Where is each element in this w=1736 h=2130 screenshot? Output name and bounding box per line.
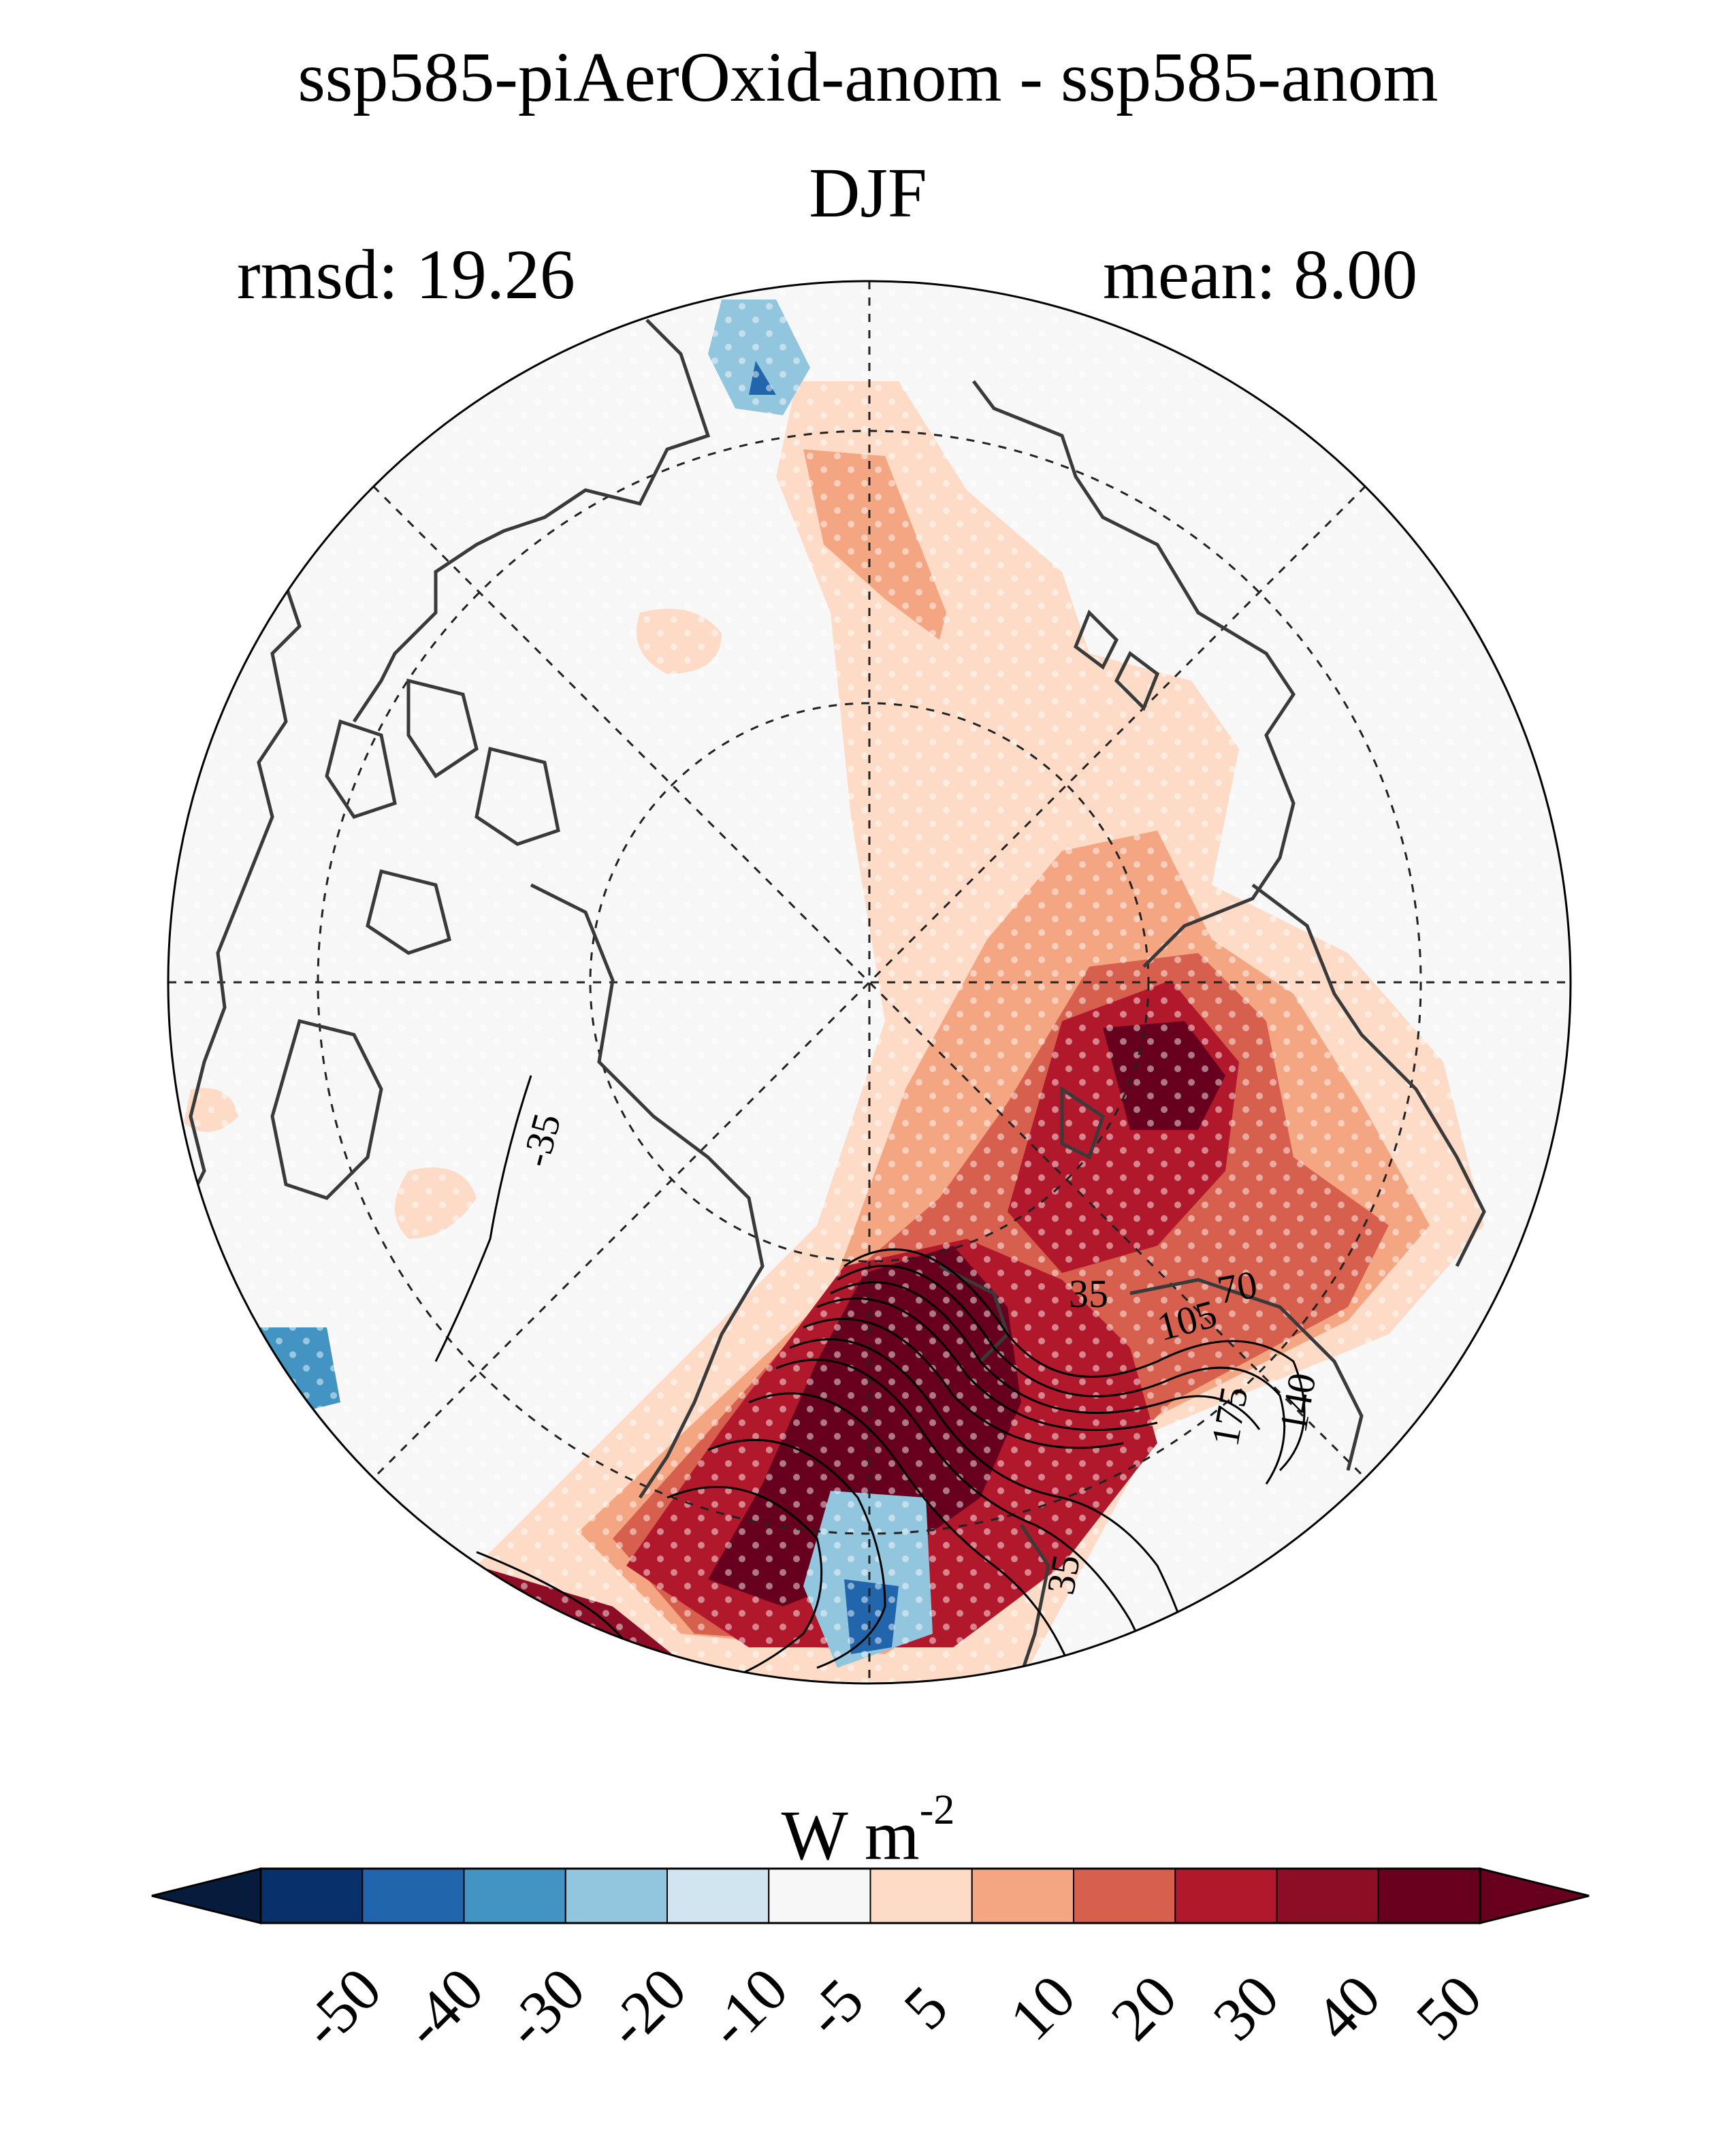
colorbar-over-arrow <box>1479 1867 1590 1924</box>
colorbar-tick-label: -40 <box>390 1955 496 2061</box>
colorbar-tick-label: 10 <box>997 1962 1089 2054</box>
contour-label: 175 <box>1202 1383 1256 1449</box>
contour-label: 35 <box>1069 1272 1108 1316</box>
colorbar-tick-label: 40 <box>1302 1962 1394 2054</box>
colorbar-tick-label: -20 <box>594 1955 700 2061</box>
map-title: ssp585-piAerOxid-anom - ssp585-anom <box>298 38 1438 116</box>
colorbar-tick-label: -50 <box>289 1955 395 2061</box>
colorbar-tick-label: 30 <box>1200 1962 1291 2054</box>
polar-map: -35 35 70 105 140 175 35 <box>167 280 1572 1685</box>
colorbar-cell <box>463 1868 566 1924</box>
contour-label: 35 <box>1038 1551 1089 1598</box>
colorbar-units: W m-2 <box>0 1789 1736 1871</box>
colorbar-cell <box>260 1868 364 1924</box>
colorbar-tick-label: -30 <box>492 1955 598 2061</box>
colorbar-cell <box>971 1868 1074 1924</box>
colorbar-cell <box>869 1868 973 1924</box>
units-base: W m <box>781 1796 920 1875</box>
rmsd-label: rmsd: 19.26 <box>237 236 575 314</box>
colorbar-cell <box>1377 1868 1481 1924</box>
colorbar-cell <box>1276 1868 1379 1924</box>
contour-label: 140 <box>1270 1370 1324 1436</box>
colorbar-cell <box>564 1868 668 1924</box>
map-field <box>168 281 1571 1683</box>
colorbar-tick-label: -5 <box>792 1966 877 2050</box>
colorbar-frame <box>259 1867 1481 1924</box>
colorbar-cell <box>361 1868 465 1924</box>
map-boundary <box>167 280 1572 1685</box>
mean-label: mean: 8.00 <box>1103 236 1418 314</box>
colorbar-cell <box>1174 1868 1278 1924</box>
colorbar-cell <box>768 1868 871 1924</box>
colorbar-tick-label: 5 <box>890 1973 961 2043</box>
colorbar-cell <box>1073 1868 1176 1924</box>
colorbar-tick-label: 50 <box>1403 1962 1495 2054</box>
units-exponent: -2 <box>919 1787 955 1833</box>
colorbar <box>151 1867 1590 1924</box>
contour-label: 70 <box>1214 1262 1260 1312</box>
season-label: DJF <box>809 154 927 232</box>
colorbar-tick-label: 20 <box>1099 1962 1190 2054</box>
colorbar-under-arrow <box>151 1867 262 1924</box>
colorbar-tick-label: -10 <box>695 1955 801 2061</box>
colorbar-cell <box>666 1868 770 1924</box>
